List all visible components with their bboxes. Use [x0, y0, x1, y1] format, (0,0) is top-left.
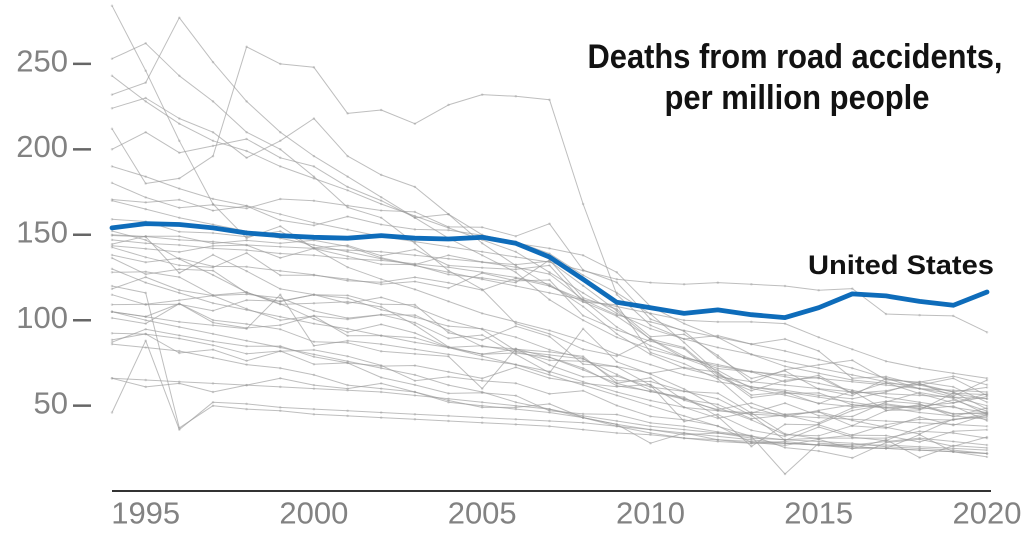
svg-text:2020: 2020 [953, 496, 1022, 531]
svg-text:2010: 2010 [616, 496, 685, 531]
svg-text:150: 150 [16, 215, 68, 250]
svg-text:Deaths from road accidents,: Deaths from road accidents, [588, 38, 1003, 76]
svg-text:per million people: per million people [665, 79, 930, 117]
svg-text:100: 100 [16, 300, 68, 335]
svg-text:50: 50 [34, 386, 68, 421]
svg-text:250: 250 [16, 44, 68, 79]
svg-text:1995: 1995 [111, 496, 180, 531]
svg-text:United States: United States [808, 250, 994, 280]
svg-text:200: 200 [16, 129, 68, 164]
svg-text:2015: 2015 [784, 496, 853, 531]
svg-text:2000: 2000 [279, 496, 348, 531]
svg-text:2005: 2005 [448, 496, 517, 531]
